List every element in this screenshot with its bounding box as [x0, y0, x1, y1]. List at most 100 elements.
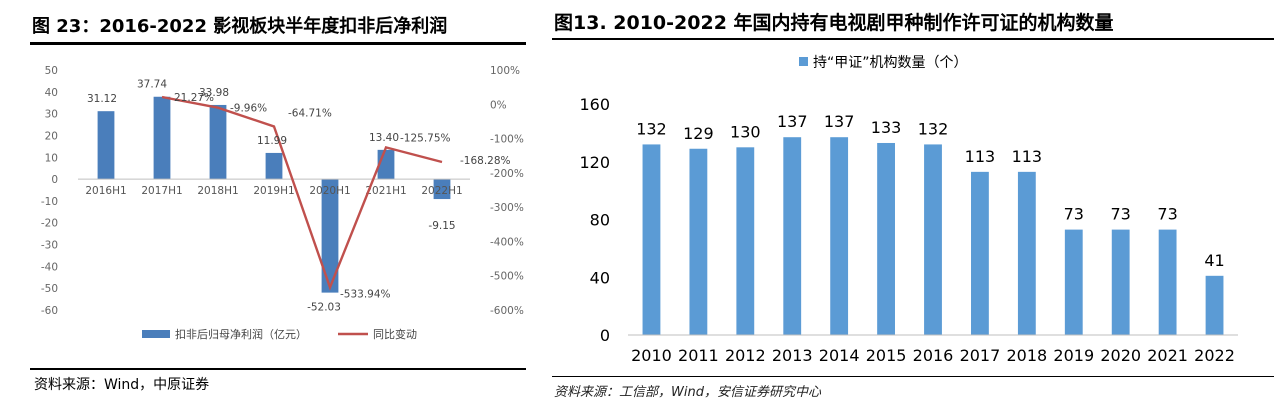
right-chart-source: 资料来源：工信部，Wind，安信证券研究中心 [554, 385, 821, 400]
bar [924, 144, 942, 335]
right-y-tick-label: 100% [490, 65, 520, 77]
bar-value-label: 41 [1204, 251, 1224, 270]
right-title-rule [552, 38, 1274, 40]
left-title-rule [30, 42, 526, 45]
left-y-tick-label: -10 [41, 196, 58, 208]
left-y-tick-label: -20 [41, 218, 58, 230]
bar-value-label: -52.03 [307, 302, 341, 314]
bar [1205, 275, 1224, 335]
right-y-tick-label: -600% [490, 305, 524, 317]
left-y-tick-label: -50 [41, 283, 58, 295]
y-tick-label: 0 [600, 326, 610, 345]
y-tick-label: 40 [590, 268, 610, 287]
right-y-tick-label: -100% [490, 134, 524, 146]
left-y-tick-label: 20 [45, 130, 58, 142]
x-tick-label: 2020 [1100, 346, 1141, 365]
y-tick-label: 120 [579, 153, 610, 172]
x-tick-label: 2021H1 [365, 185, 406, 197]
y-tick-label: 160 [579, 95, 610, 114]
left-chart: 50 40 30 20 10 0 -10 -20 -30 -40 -50 -60 100% 0% -100%… [41, 65, 524, 341]
y-tick-label: 80 [590, 211, 610, 230]
bar [877, 142, 895, 335]
left-y-tick-label: -30 [41, 240, 58, 252]
bar [1017, 171, 1036, 335]
line-series-yoy [161, 95, 443, 291]
right-y-tick-label: -400% [490, 236, 524, 248]
bar-value-label: 37.74 [137, 79, 167, 91]
x-tick-label: 2011 [678, 346, 719, 365]
left-y-tick-label: 50 [45, 65, 58, 77]
right-chart-title: 图13. 2010-2022 年国内持有电视剧甲种制作许可证的机构数量 [554, 12, 1114, 34]
bar [1111, 229, 1130, 335]
bar-value-label: 137 [824, 112, 855, 131]
x-tick-label: 2017 [960, 346, 1001, 365]
bar-value-label: 129 [683, 124, 714, 143]
bar [321, 179, 339, 293]
x-tick-label: 2019H1 [253, 185, 294, 197]
bar-value-label: 137 [777, 112, 808, 131]
bar-value-label: 133 [871, 118, 902, 137]
bar-value-label: 132 [918, 119, 949, 138]
bar-value-label: 132 [636, 119, 667, 138]
left-y-tick-label: 40 [45, 87, 58, 99]
bar-value-label: -9.15 [428, 220, 455, 232]
x-tick-label: 2010 [631, 346, 672, 365]
left-y-tick-label: -60 [41, 305, 58, 317]
x-tick-label: 2016 [913, 346, 954, 365]
bar [689, 148, 708, 335]
line-value-label: 21.27% [174, 92, 214, 104]
legend-label: 持“甲证”机构数量（个） [813, 55, 968, 71]
x-tick-label: 2014 [819, 346, 860, 365]
line-value-label: -9.96% [230, 103, 267, 115]
right-y-tick-label: -300% [490, 202, 524, 214]
bar [1064, 229, 1083, 335]
left-y-tick-label: 30 [45, 109, 58, 121]
legend-line-label: 同比变动 [373, 327, 417, 341]
left-chart-source: 资料来源：Wind，中原证券 [34, 377, 210, 393]
x-tick-label: 2018H1 [197, 185, 238, 197]
bar [433, 179, 451, 200]
x-tick-label: 2015 [866, 346, 907, 365]
legend-swatch [799, 57, 808, 66]
bar [209, 104, 227, 180]
bar [642, 144, 661, 335]
bar-value-label: 11.99 [257, 135, 287, 147]
left-source-rule [30, 368, 526, 370]
bar [783, 137, 802, 335]
bar [153, 96, 171, 180]
bar-value-label: 73 [1064, 205, 1084, 224]
bar [265, 152, 283, 180]
bar-value-label: 31.12 [87, 93, 117, 105]
x-tick-label: 2012 [725, 346, 766, 365]
panel-separator [541, 0, 547, 406]
left-chart-panel: 图 23：2016-2022 影视板块半年度扣非后净利润 50 40 30 20 10 0… [0, 0, 540, 406]
bar-value-label: 130 [730, 122, 761, 141]
x-tick-label: 2022H1 [421, 185, 462, 197]
bar [971, 171, 989, 335]
x-tick-label: 2021 [1147, 346, 1188, 365]
bar [1158, 229, 1177, 335]
x-tick-label: 2016H1 [85, 185, 126, 197]
bar-value-label: 113 [965, 147, 996, 166]
bar [736, 147, 755, 335]
x-tick-label: 2013 [772, 346, 813, 365]
right-chart: 持“甲证”机构数量（个） 0 40 80 120 160 132 129 130 137 137 13… [579, 55, 1238, 365]
legend-bar-label: 扣非后归母净利润（亿元） [175, 327, 307, 341]
legend-bar-swatch [142, 330, 170, 338]
bar [97, 111, 115, 180]
left-y-tick-label: -40 [41, 261, 58, 273]
bar-value-label: 73 [1111, 205, 1131, 224]
bar [830, 137, 849, 335]
left-y-tick-label: 0 [51, 174, 58, 186]
right-source-rule [552, 376, 1274, 377]
line-value-label: -64.71% [288, 107, 332, 119]
right-y-tick-label: 0% [490, 99, 507, 111]
right-chart-panel: 图13. 2010-2022 年国内持有电视剧甲种制作许可证的机构数量 持“甲证… [548, 0, 1280, 406]
x-tick-label: 2018 [1006, 346, 1047, 365]
line-value-label: -168.28% [460, 155, 511, 167]
left-chart-title: 图 23：2016-2022 影视板块半年度扣非后净利润 [32, 16, 448, 37]
x-tick-label: 2019 [1053, 346, 1094, 365]
bar-value-label: 13.40 [369, 132, 399, 144]
x-tick-label: 2022 [1194, 346, 1235, 365]
left-y-tick-label: 10 [45, 152, 58, 164]
